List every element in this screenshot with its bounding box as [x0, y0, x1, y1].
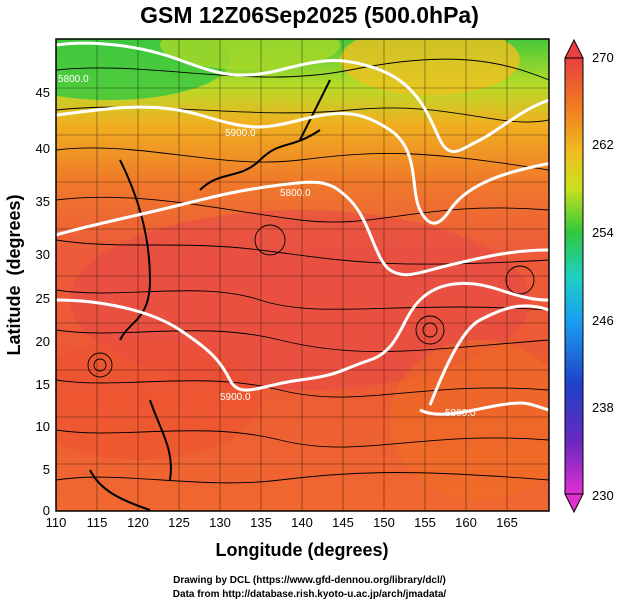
x-tick-label: 120	[127, 515, 149, 530]
colorbar-tick-label: 270	[592, 50, 614, 65]
contour-label: 5800.0	[280, 188, 311, 199]
colorbar-tick-label: 254	[592, 225, 614, 240]
colorbar-tick-label: 246	[592, 313, 614, 328]
coastlines	[89, 79, 331, 511]
x-tick-label: 150	[373, 515, 395, 530]
colorbar-tick-label: 262	[592, 137, 614, 152]
colorbar-bottom-arrow	[564, 493, 584, 514]
height-contours	[56, 41, 549, 416]
colorbar-top-arrow	[564, 38, 584, 59]
y-tick-label: 45	[36, 85, 50, 100]
x-axis-ticks: 110 115 120 125 130 135 140 145 150 155 …	[46, 515, 518, 530]
plot-frame	[55, 38, 550, 512]
x-tick-label: 145	[332, 515, 354, 530]
colorbar-ticks: 230 238 246 254 262 270	[592, 50, 614, 503]
y-tick-label: 40	[36, 141, 50, 156]
credit-data-source: Data from http://database.rish.kyoto-u.a…	[172, 589, 447, 600]
grid-lines	[56, 39, 549, 511]
colorbar-tick-label: 238	[592, 400, 614, 415]
y-tick-label: 30	[36, 247, 50, 262]
map-title: GSM 12Z06Sep2025 (500.0hPa)	[140, 2, 479, 28]
x-tick-label: 165	[496, 515, 518, 530]
x-tick-label: 125	[168, 515, 190, 530]
x-axis-label: Longitude (degrees)	[215, 540, 388, 560]
contour-label: 5900.0	[220, 392, 251, 403]
colorbar	[564, 38, 584, 514]
x-tick-label: 130	[209, 515, 231, 530]
x-tick-label: 160	[455, 515, 477, 530]
y-tick-label: 10	[36, 419, 50, 434]
y-tick-label: 0	[43, 503, 50, 518]
y-tick-label: 20	[36, 334, 50, 349]
x-tick-label: 140	[291, 515, 313, 530]
y-axis-ticks: 0 5 10 15 20 25 30 35 40 45	[36, 85, 50, 518]
y-tick-label: 15	[36, 377, 50, 392]
x-tick-label: 115	[87, 515, 108, 530]
contour-label: 5800.0	[58, 74, 89, 85]
y-axis-label: Latitude (degrees)	[4, 194, 24, 355]
y-tick-label: 35	[36, 194, 50, 209]
colorbar-tick-label: 230	[592, 488, 614, 503]
contour-labels: 5800.0 5900.0 5800.0 5900.0 5800.0	[58, 74, 476, 419]
temperature-field	[56, 39, 549, 511]
x-tick-label: 135	[250, 515, 272, 530]
x-tick-label: 155	[414, 515, 436, 530]
colorbar-body	[564, 57, 584, 495]
y-tick-label: 5	[43, 462, 50, 477]
contour-label: 5800.0	[445, 408, 476, 419]
contour-label: 5900.0	[225, 128, 256, 139]
x-tick-label: 110	[46, 515, 67, 530]
credit-drawing: Drawing by DCL (https://www.gfd-dennou.o…	[173, 575, 446, 586]
y-tick-label: 25	[36, 291, 50, 306]
